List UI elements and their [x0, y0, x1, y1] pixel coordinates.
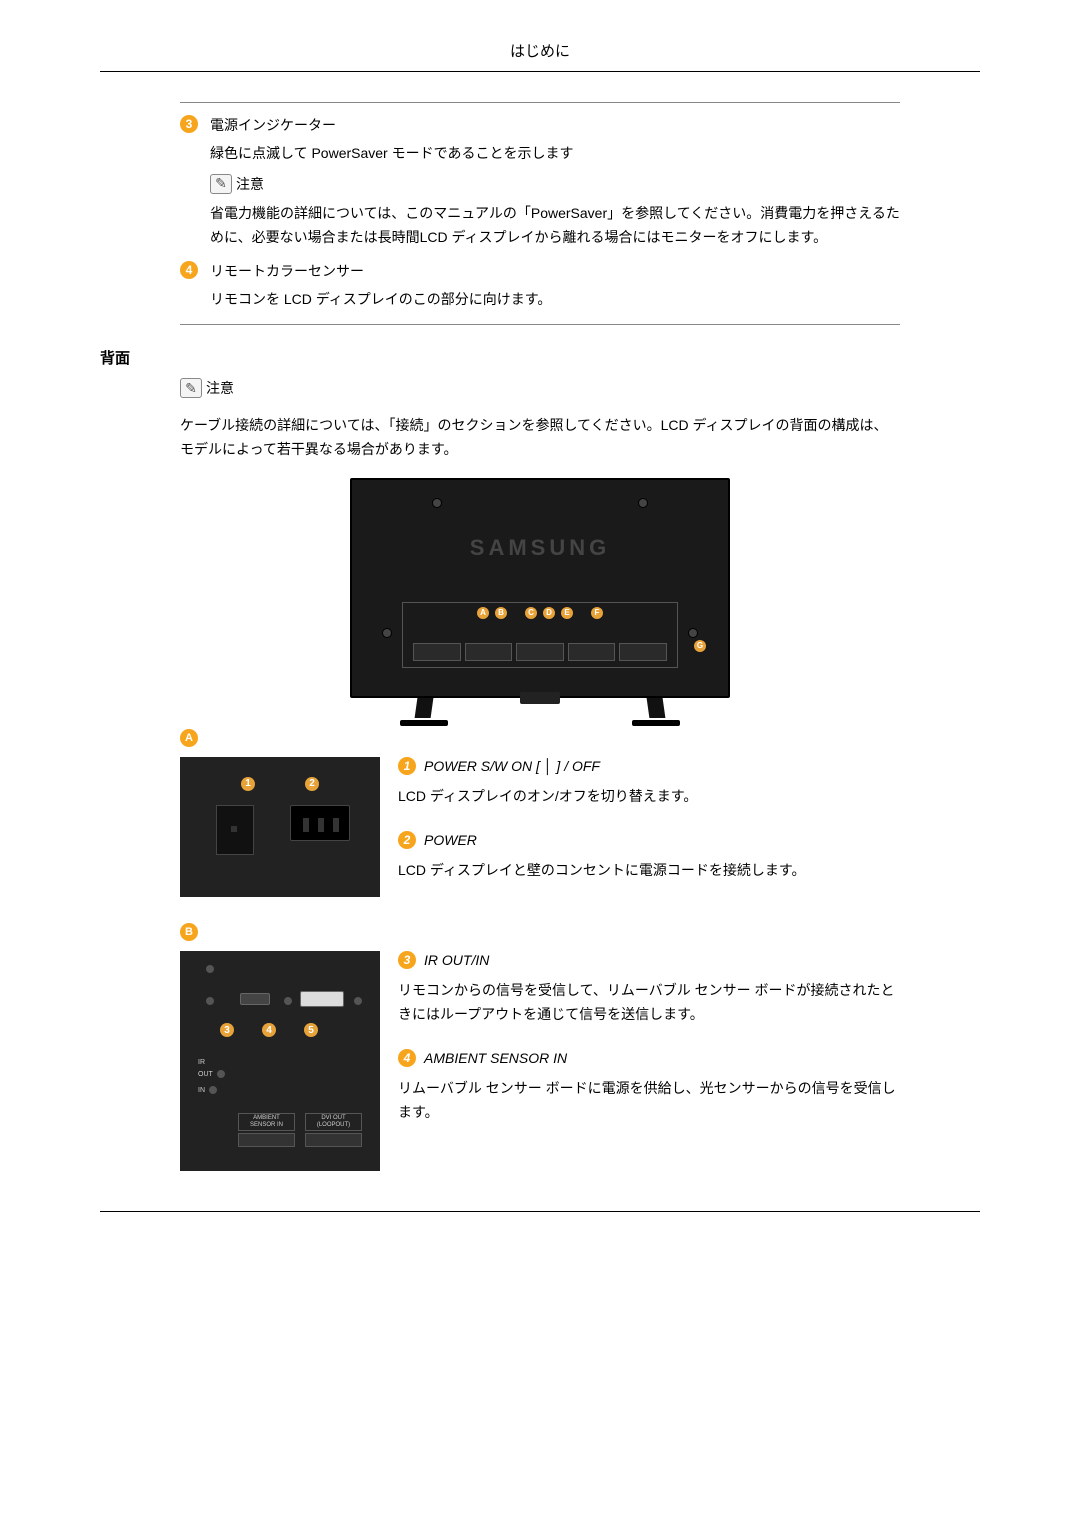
badge-b4: 4 — [398, 1049, 416, 1067]
item-3-desc1: 緑色に点滅して PowerSaver モードであることを示します — [210, 142, 900, 166]
dvi-label: DVI OUT (LOOPOUT) — [305, 1113, 362, 1130]
badge-3: 3 — [180, 115, 198, 133]
item-3-row: 3 電源インジケーター — [180, 115, 900, 136]
badge-b3: 3 — [398, 951, 416, 969]
a2-desc: LCD ディスプレイと壁のコンセントに電源コードを接続します。 — [398, 859, 900, 883]
panel-b-badge-3: 3 — [220, 1023, 234, 1037]
badge-a2: 2 — [398, 831, 416, 849]
item-3-title: 電源インジケーター — [210, 115, 900, 136]
item-3-desc2: 省電力機能の詳細については、このマニュアルの「PowerSaver」を参照してく… — [210, 202, 900, 250]
panel-letter-d: D — [543, 607, 555, 619]
top-divider — [180, 102, 900, 103]
a1-desc: LCD ディスプレイのオン/オフを切り替えます。 — [398, 785, 900, 809]
monitor-diagram: SAMSUNG A B C D E F — [100, 478, 980, 698]
badge-4: 4 — [180, 261, 198, 279]
b4-desc: リムーバブル センサー ボードに電源を供給し、光センサーからの信号を受信します。 — [398, 1077, 900, 1125]
note-label: 注意 — [236, 174, 264, 194]
top-content: 3 電源インジケーター 緑色に点滅して PowerSaver モードであることを… — [180, 115, 900, 312]
letter-badge-b: B — [180, 923, 198, 941]
back-para: ケーブル接続の詳細については、「接続」のセクションを参照してください。LCD デ… — [180, 414, 900, 462]
note-icon: ✎ — [180, 378, 202, 398]
panel-b-diagram: 3 4 5 IR OUT IN AMBIENT SENSOR IN — [180, 951, 380, 1171]
mid-divider — [180, 324, 900, 325]
a2-title: POWER — [424, 832, 477, 848]
monitor-brand: SAMSUNG — [352, 535, 728, 561]
ambient-label: AMBIENT SENSOR IN — [238, 1113, 295, 1130]
ir-label: IR — [198, 1059, 240, 1066]
out-label: OUT — [198, 1071, 213, 1078]
panel-b-badge-4: 4 — [262, 1023, 276, 1037]
header-rule — [100, 71, 980, 72]
b4-title: AMBIENT SENSOR IN — [424, 1050, 567, 1066]
item-3-note: ✎ 注意 — [210, 174, 900, 194]
b3-title: IR OUT/IN — [424, 952, 489, 968]
item-4-row: 4 リモートカラーセンサー — [180, 261, 900, 282]
item-4-title: リモートカラーセンサー — [210, 261, 900, 282]
panel-letter-f: F — [591, 607, 603, 619]
panel-a-badge-1: 1 — [241, 777, 255, 791]
badge-a1: 1 — [398, 757, 416, 775]
item-4-desc1: リモコンを LCD ディスプレイのこの部分に向けます。 — [210, 288, 900, 312]
panel-letter-b: B — [495, 607, 507, 619]
panel-b-badge-5: 5 — [304, 1023, 318, 1037]
panel-a-diagram: 1 2 — [180, 757, 380, 897]
panel-letter-a: A — [477, 607, 489, 619]
b3-desc: リモコンからの信号を受信して、リムーバブル センサー ボードが接続されたときには… — [398, 979, 900, 1027]
page-header-title: はじめに — [100, 40, 980, 71]
in-label: IN — [198, 1087, 205, 1094]
panel-letter-c: C — [525, 607, 537, 619]
footer-rule — [100, 1211, 980, 1212]
panel-a-badge-2: 2 — [305, 777, 319, 791]
back-note: ✎ 注意 — [180, 378, 980, 398]
letter-badge-a: A — [180, 729, 198, 747]
a1-title: POWER S/W ON [ │ ] / OFF — [424, 758, 600, 774]
note-icon: ✎ — [210, 174, 232, 194]
back-note-label: 注意 — [206, 378, 234, 398]
section-a: A 1 2 — [180, 728, 900, 1172]
panel-letter-e: E — [561, 607, 573, 619]
panel-letter-g: G — [694, 640, 706, 652]
back-heading: 背面 — [100, 347, 980, 368]
